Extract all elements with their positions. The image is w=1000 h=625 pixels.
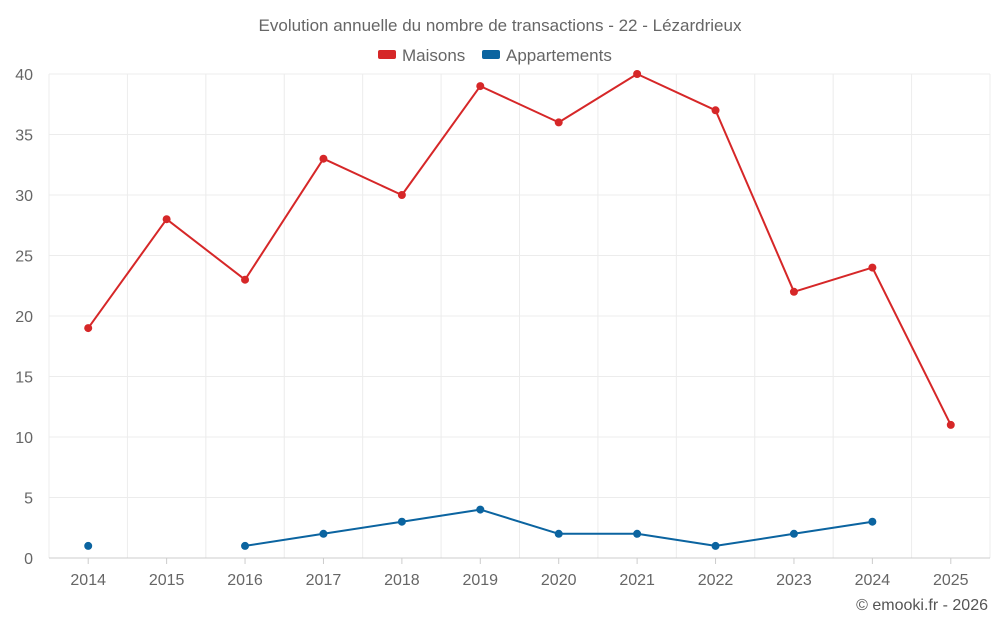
legend-item-appartements[interactable]: Appartements xyxy=(482,46,612,65)
legend-swatch xyxy=(378,50,396,59)
x-tick-label: 2015 xyxy=(149,572,185,589)
series-line xyxy=(244,508,873,547)
legend[interactable]: Maisons Appartements xyxy=(378,46,612,65)
x-tick-label: 2016 xyxy=(227,572,263,589)
data-point[interactable] xyxy=(633,529,642,538)
x-tick-label: 2017 xyxy=(306,572,342,589)
y-tick-label: 0 xyxy=(24,551,33,568)
series-appartements xyxy=(84,505,877,550)
data-point[interactable] xyxy=(946,420,955,429)
data-point[interactable] xyxy=(554,118,563,127)
data-point[interactable] xyxy=(633,70,642,78)
data-point[interactable] xyxy=(476,505,485,514)
data-point[interactable] xyxy=(397,517,406,526)
data-point[interactable] xyxy=(319,154,328,163)
data-point[interactable] xyxy=(554,529,563,538)
y-tick-label: 35 xyxy=(15,128,33,145)
x-tick-label: 2014 xyxy=(70,572,106,589)
data-point[interactable] xyxy=(162,215,171,224)
chart-title: Evolution annuelle du nombre de transact… xyxy=(259,16,742,35)
y-tick-label: 30 xyxy=(15,188,33,205)
y-tick-label: 15 xyxy=(15,370,33,387)
legend-item-maisons[interactable]: Maisons xyxy=(378,46,465,65)
data-point[interactable] xyxy=(319,529,328,538)
data-point[interactable] xyxy=(789,287,798,296)
legend-label: Appartements xyxy=(506,46,612,65)
series xyxy=(84,70,955,550)
data-point[interactable] xyxy=(84,541,93,550)
series-line xyxy=(87,73,952,426)
x-tick-label: 2020 xyxy=(541,572,577,589)
data-point[interactable] xyxy=(868,263,877,272)
data-point[interactable] xyxy=(397,191,406,199)
x-tick-label: 2021 xyxy=(619,572,655,589)
credit-text: © emooki.fr - 2026 xyxy=(856,597,988,614)
data-point[interactable] xyxy=(241,541,250,550)
data-point[interactable] xyxy=(868,517,877,526)
x-tick-label: 2018 xyxy=(384,572,420,589)
data-point[interactable] xyxy=(789,529,798,538)
x-tick-label: 2023 xyxy=(776,572,812,589)
x-tick-label: 2022 xyxy=(698,572,734,589)
x-tick-label: 2025 xyxy=(933,572,969,589)
legend-swatch xyxy=(482,50,500,59)
grid xyxy=(48,73,991,559)
data-point[interactable] xyxy=(711,106,720,115)
y-tick-label: 25 xyxy=(15,249,33,266)
legend-label: Maisons xyxy=(402,46,465,65)
data-point[interactable] xyxy=(711,541,720,550)
data-point[interactable] xyxy=(476,82,485,91)
y-tick-label: 40 xyxy=(15,67,33,84)
y-tick-label: 20 xyxy=(15,309,33,326)
y-tick-label: 5 xyxy=(24,491,33,508)
y-tick-label: 10 xyxy=(15,430,33,447)
data-point[interactable] xyxy=(241,275,250,284)
x-tick-label: 2019 xyxy=(462,572,498,589)
x-tick-label: 2024 xyxy=(855,572,891,589)
series-maisons xyxy=(84,70,955,429)
data-point[interactable] xyxy=(84,324,93,333)
